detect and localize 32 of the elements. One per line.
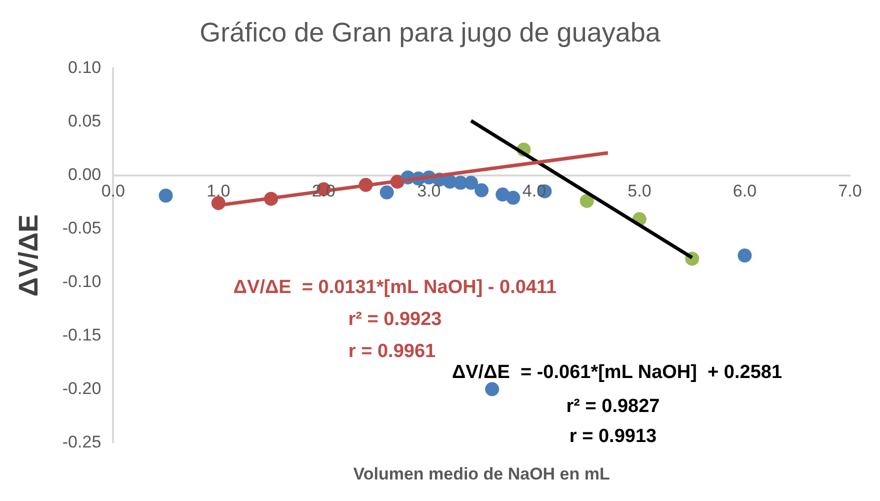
x-tick-label: 7.0 (838, 182, 862, 200)
chart-title: Gráfico de Gran para jugo de guayaba (200, 18, 662, 48)
point (506, 190, 520, 205)
point (158, 188, 173, 203)
y-tick-label: 0.05 (68, 112, 102, 131)
point (485, 382, 500, 396)
annotation: r = 0.9913 (569, 426, 657, 448)
x-tick-label: 6.0 (732, 182, 757, 200)
y-tick-label: -0.10 (62, 272, 102, 291)
y-tick-label: -0.15 (62, 325, 102, 344)
x-tick-label: 1.0 (206, 182, 230, 200)
y-axis-title: ΔV/ΔE (14, 214, 44, 297)
annotation: ΔV/ΔE = -0.061*[mL NaOH] + 0.2581 (452, 362, 782, 384)
y-tick-label: 0.00 (68, 165, 102, 184)
x-tick-label: 0.0 (101, 182, 125, 200)
x-tick-label: 5.0 (628, 182, 652, 200)
y-tick-label: -0.25 (62, 432, 102, 452)
point (380, 185, 394, 200)
point (738, 248, 752, 262)
x-axis-title: Volumen medio de NaOH en mL (353, 464, 610, 484)
y-tick-label: 0.10 (68, 58, 102, 78)
annotation: ΔV/ΔE = 0.0131*[mL NaOH] - 0.0411 (233, 277, 558, 298)
annotation: r = 0.9961 (348, 341, 436, 362)
point (580, 194, 594, 208)
y-tick-label: -0.05 (62, 218, 102, 238)
point (464, 176, 478, 190)
annotation: r² = 0.9923 (348, 309, 442, 330)
y-tick-label: -0.20 (62, 378, 102, 398)
x-tick-label: 3.0 (417, 182, 441, 200)
point (474, 183, 489, 198)
point (496, 188, 510, 202)
annotation: r² = 0.9827 (566, 396, 660, 418)
